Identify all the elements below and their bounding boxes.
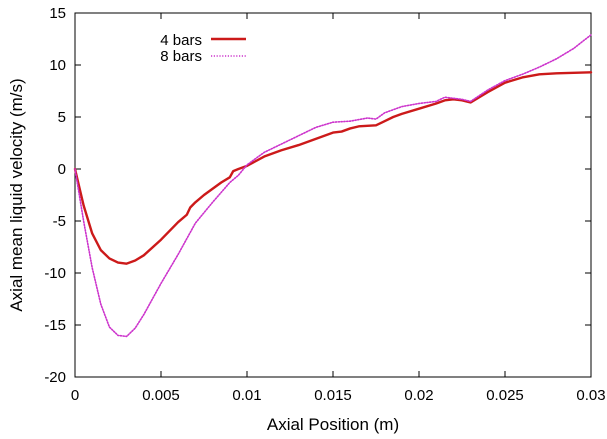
y-tick-label: 10 — [49, 57, 66, 74]
legend: 4 bars 8 bars — [160, 32, 246, 65]
legend-label-series-2: 8 bars — [160, 48, 202, 65]
legend-label-series-1: 4 bars — [160, 32, 202, 49]
plot-frame — [74, 12, 592, 378]
y-tick-label: 5 — [58, 109, 66, 126]
series-line-2 — [74, 34, 592, 338]
y-tick-label: -10 — [44, 265, 66, 282]
x-tick-label: 0.02 — [404, 387, 433, 404]
y-tick-label: -20 — [44, 369, 66, 386]
series-line-1 — [73, 71, 593, 265]
x-tick-label: 0.03 — [576, 387, 605, 404]
y-tick-label: 0 — [58, 161, 66, 178]
axis-tick-labels: 0 0.005 0.01 0.015 0.02 0.025 0.03 -20 -15 -10 -5 0… — [44, 5, 605, 404]
y-axis-title: Axial mean liquid velocity (m/s) — [7, 78, 26, 311]
x-tick-label: 0.015 — [314, 387, 352, 404]
x-axis-title: Axial Position (m) — [267, 415, 399, 434]
y-tick-label: -15 — [44, 317, 66, 334]
x-tick-label: 0.025 — [486, 387, 524, 404]
x-tick-label: 0.005 — [142, 387, 180, 404]
x-tick-label: 0 — [71, 387, 79, 404]
axis-ticks — [74, 12, 592, 378]
series-layer — [73, 34, 593, 338]
y-tick-label: -5 — [53, 213, 66, 230]
y-tick-label: 15 — [49, 5, 66, 22]
x-tick-label: 0.01 — [232, 387, 261, 404]
